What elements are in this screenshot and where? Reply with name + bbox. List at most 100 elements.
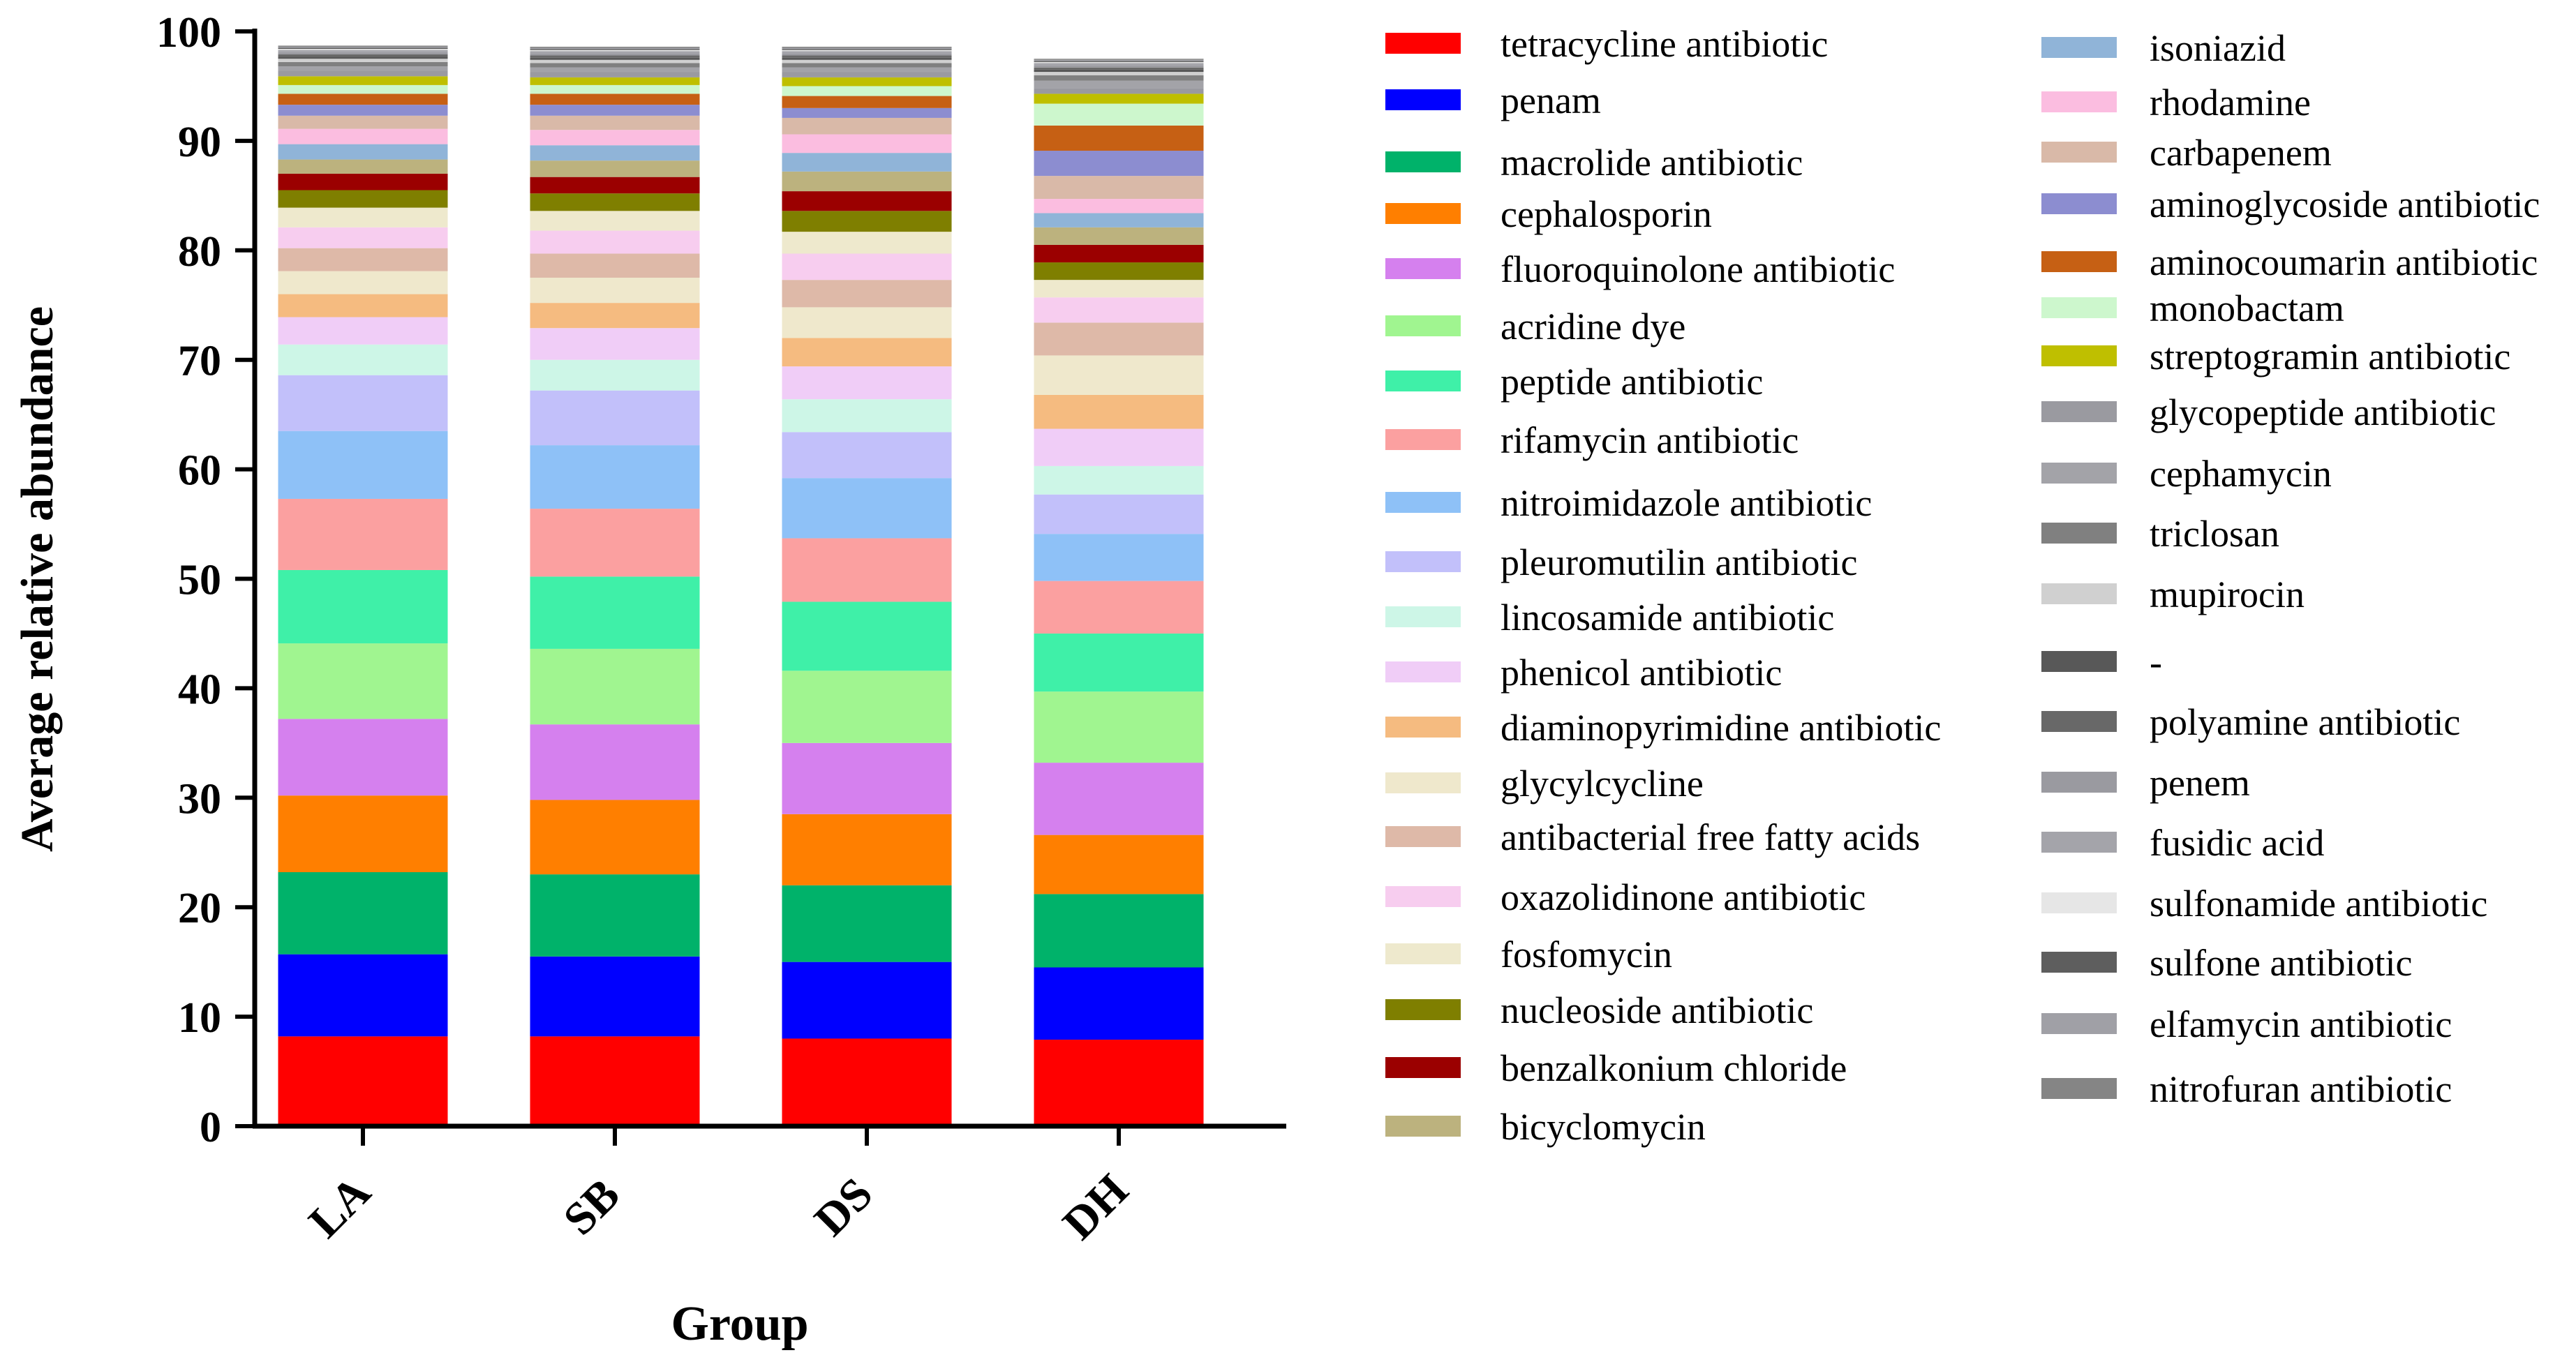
bar-segment (782, 538, 952, 602)
x-axis-title: Group (671, 1297, 808, 1351)
legend-item: diaminopyrimidine antibiotic (1385, 707, 1941, 749)
bar-segment (530, 84, 700, 94)
bar-segment (1034, 534, 1204, 581)
x-tick-label: SB (553, 1169, 630, 1245)
bar-segment (782, 77, 952, 87)
bar-segment (530, 55, 700, 58)
legend-label: - (2150, 641, 2162, 683)
bar-segment (1034, 75, 1204, 81)
legend-label: cephamycin (2150, 453, 2332, 495)
bar-segment (278, 719, 448, 796)
bar-segment (530, 130, 700, 146)
bar-segment (782, 253, 952, 280)
legend-label: oxazolidinone antibiotic (1501, 876, 1866, 918)
bar-segment (782, 49, 952, 50)
bar-segment (782, 961, 952, 1039)
legend-swatch (2041, 297, 2117, 318)
bar-segment (1034, 494, 1204, 534)
bar-segment (530, 145, 700, 161)
y-tick-label: 60 (178, 447, 221, 495)
legend-swatch (1385, 551, 1461, 572)
bar-segment (530, 230, 700, 254)
bar-segment (782, 107, 952, 118)
bar-segment (782, 134, 952, 154)
bar-segment (1034, 213, 1204, 227)
bar-segment (278, 1036, 448, 1126)
bar-segment (278, 871, 448, 955)
legend-label: penam (1501, 80, 1601, 121)
legend-swatch (1385, 429, 1461, 450)
bar-segment (1034, 61, 1204, 63)
bar-segment (782, 601, 952, 671)
bar-segment (782, 191, 952, 211)
bar-segment (782, 50, 952, 52)
y-ticks: 0 10 20 30 40 50 60 70 80 90 100 (156, 9, 255, 1151)
bar-segment (278, 569, 448, 644)
bar-segment (782, 86, 952, 96)
bar-segment (278, 190, 448, 208)
bar-segment (530, 328, 700, 360)
legend-label: fluoroquinolone antibiotic (1501, 248, 1895, 290)
legend: tetracycline antibiotic penam macrolide an… (1385, 23, 2540, 1148)
y-tick-label: 80 (178, 228, 221, 276)
bar-segment (782, 432, 952, 479)
legend-swatch (1385, 315, 1461, 336)
bar-segment (782, 742, 952, 814)
bar-segment (278, 54, 448, 57)
legend-swatch (1385, 371, 1461, 391)
legend-item: rhodamine (2041, 82, 2311, 124)
bar-segment (782, 1038, 952, 1126)
bar-segment (530, 509, 700, 577)
legend-label: polyamine antibiotic (2150, 701, 2460, 743)
legend-label: triclosan (2150, 513, 2279, 555)
bar-segment (530, 72, 700, 77)
legend-swatch (2041, 142, 2117, 163)
y-tick-label: 20 (178, 885, 221, 932)
bar-segment (782, 67, 952, 73)
legend-item: triclosan (2041, 513, 2279, 555)
bar-segment (1034, 227, 1204, 245)
legend-label: cephalosporin (1501, 193, 1712, 235)
legend-label: phenicol antibiotic (1501, 652, 1782, 694)
bar-segment (278, 52, 448, 54)
legend-label: rifamycin antibiotic (1501, 419, 1799, 461)
bar-segment (530, 50, 700, 52)
bar-segment (530, 105, 700, 116)
legend-swatch (2041, 91, 2117, 112)
bar-segment (278, 207, 448, 227)
legend-swatch (1385, 151, 1461, 172)
bar-segment (530, 51, 700, 54)
bar-segment (782, 117, 952, 135)
bar-segment (782, 153, 952, 172)
bar-segment (530, 211, 700, 231)
legend-item: sulfonamide antibiotic (2041, 883, 2487, 925)
legend-item: penam (1385, 80, 1601, 121)
legend-swatch (2041, 37, 2117, 58)
legend-item: nucleoside antibiotic (1385, 989, 1813, 1031)
bar-segment (1034, 103, 1204, 126)
bar-segment (530, 278, 700, 304)
bar-segment (278, 248, 448, 271)
legend-swatch (1385, 717, 1461, 738)
bar-segment (530, 303, 700, 329)
bar-segment (530, 59, 700, 63)
legend-item: lincosamide antibiotic (1385, 597, 1834, 638)
legend-swatch (1385, 606, 1461, 627)
legend-label: macrolide antibiotic (1501, 142, 1803, 184)
legend-swatch (2041, 463, 2117, 484)
bar-segment (278, 50, 448, 52)
legend-swatch (2041, 651, 2117, 672)
bar-segment (278, 57, 448, 59)
bar-segment (278, 46, 448, 48)
bar-segment (530, 253, 700, 278)
legend-label: sulfone antibiotic (2150, 942, 2412, 984)
bar-segment (278, 47, 448, 50)
bar-segment (530, 800, 700, 875)
bar-segment (1034, 297, 1204, 323)
legend-item: nitrofuran antibiotic (2041, 1068, 2452, 1110)
legend-label: tetracycline antibiotic (1501, 23, 1828, 65)
legend-item: cephalosporin (1385, 193, 1712, 235)
legend-item: glycopeptide antibiotic (2041, 391, 2496, 433)
bar-segment (782, 47, 952, 50)
bar-segment (1034, 763, 1204, 835)
